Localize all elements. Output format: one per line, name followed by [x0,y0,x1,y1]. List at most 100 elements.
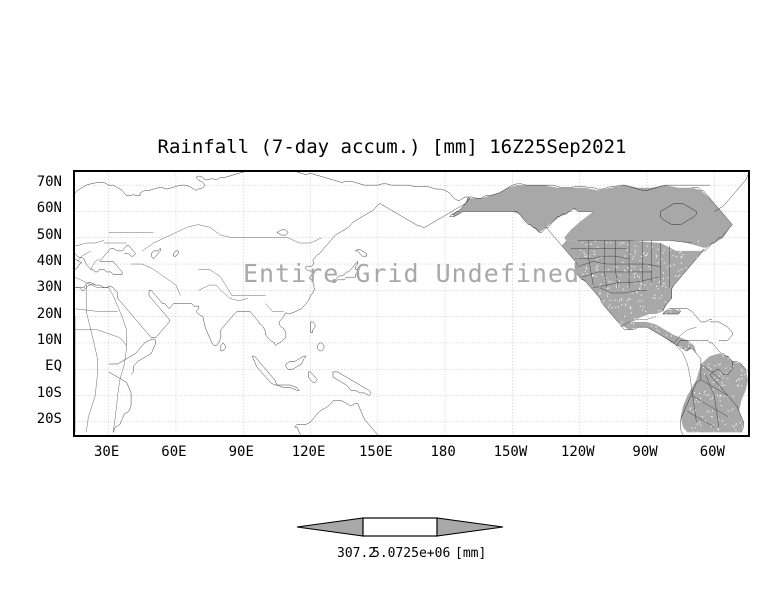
x-axis-label: 180 [430,444,456,460]
speckle [722,330,724,332]
speckle [719,400,721,402]
speckle [682,247,684,249]
speckle [663,326,665,328]
political-border [578,261,661,266]
speckle [582,273,584,275]
speckle [664,337,666,340]
speckle [571,345,573,347]
speckle [702,363,704,365]
speckle [744,365,746,367]
speckle [741,353,743,355]
speckle [596,269,598,272]
x-axis-label: 120W [560,444,595,460]
speckle [728,328,730,330]
speckle [659,280,661,282]
coastline-path [678,309,712,322]
speckle [562,353,564,355]
speckle [745,422,747,425]
speckle [670,287,672,289]
speckle [685,267,687,269]
speckle [654,294,656,296]
speckle [712,322,714,324]
speckle [583,251,585,253]
speckle [727,377,729,380]
speckle [703,328,705,330]
speckle [640,255,642,258]
speckle [724,423,726,426]
speckle [608,306,610,308]
coastline-path [295,401,385,435]
speckle [640,283,642,285]
speckle [649,315,651,318]
speckle [687,305,689,307]
speckle [594,240,596,242]
speckle [702,416,704,418]
speckle [701,302,703,304]
speckle [597,246,599,248]
x-tick [378,435,380,437]
speckle [639,288,641,290]
speckle [673,264,675,266]
speckle [694,401,696,403]
speckle [656,342,658,345]
speckle [658,340,660,342]
speckle [701,349,703,351]
speckle [614,266,616,268]
speckle [575,352,577,354]
speckle [745,391,747,393]
speckle [692,326,694,328]
speckle [745,354,747,357]
speckle [694,392,696,394]
speckle [720,323,722,325]
speckle [605,277,607,279]
speckle [736,296,738,298]
coastline-path [311,322,315,333]
speckle [724,384,726,386]
speckle [710,398,712,400]
speckle [745,303,747,305]
political-border [701,364,721,380]
speckle [712,410,714,412]
speckle [647,253,649,255]
speckle [678,270,680,272]
speckle [674,246,676,249]
political-border [198,285,247,301]
speckle [716,290,718,292]
speckle [591,275,594,277]
undefined-speckle [562,240,748,434]
x-tick [512,435,514,437]
coastline-path [151,248,160,259]
speckle [712,397,714,399]
coastline-path [174,251,178,256]
speckle [594,323,596,325]
speckle [692,411,694,413]
coastline-path [663,309,681,314]
speckle [592,299,594,301]
speckle [659,297,661,299]
speckle [707,363,709,365]
speckle [662,252,664,254]
speckle [661,340,663,342]
speckle [665,354,667,357]
speckle [629,333,631,336]
speckle [669,264,671,266]
speckle [611,328,613,330]
speckle [633,255,635,257]
y-axis-label: 60N [36,200,62,217]
y-tick [73,264,75,266]
speckle [698,337,700,339]
shaded-region [680,353,748,433]
speckle [641,300,643,302]
speckle [664,339,666,342]
political-border [676,346,689,375]
speckle [619,274,621,276]
speckle [580,249,582,251]
speckle [615,278,617,281]
speckle [717,429,719,431]
speckle [733,299,735,301]
speckle [641,316,643,318]
speckle [730,409,732,411]
x-axis-label: 90E [228,444,254,460]
coastline-path [221,343,225,351]
speckle [619,243,621,245]
